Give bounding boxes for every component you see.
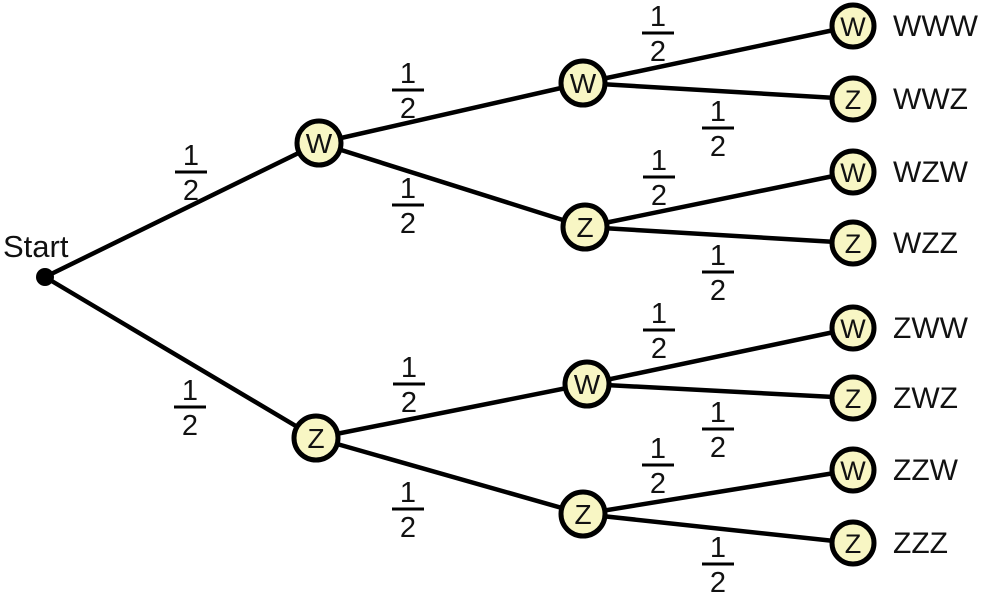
node-letter-ZWZ: Z (845, 384, 862, 414)
tree-node-WZ (560, 202, 610, 252)
tree-node-WZZ (829, 219, 877, 267)
node-letter-WZW: W (840, 158, 866, 188)
branch-line-Z-ZZ (313, 435, 586, 517)
probability-denominator-W-WZ: 2 (400, 208, 416, 240)
tree-node-Z (291, 413, 341, 463)
probability-denominator-W-WW: 2 (400, 93, 416, 125)
branch-line-WW-WWZ (580, 80, 856, 102)
outcome-label-WWW: WWW (893, 10, 979, 43)
probability-denominator-WW-WWW: 2 (650, 36, 666, 68)
tree-node-WWW (829, 2, 877, 50)
probability-denominator-ZW-ZWW: 2 (651, 333, 667, 365)
probability-numerator-start-W: 1 (183, 140, 199, 172)
branch-line-ZW-ZWW (584, 325, 856, 387)
probability-denominator-ZZ-ZZW: 2 (650, 468, 666, 500)
outcome-label-ZWW: ZWW (893, 312, 969, 345)
node-letter-ZZW: W (840, 456, 866, 486)
probability-numerator-W-WW: 1 (400, 58, 416, 90)
tree-node-ZWZ (829, 374, 877, 422)
probability-numerator-WZ-WZW: 1 (651, 145, 667, 177)
probability-numerator-WZ-WZZ: 1 (710, 240, 726, 272)
branch-line-ZZ-ZZW (580, 467, 856, 517)
probability-denominator-ZW-ZWZ: 2 (710, 432, 726, 464)
tree-node-ZZW (829, 446, 877, 494)
branch-line-start-W (42, 140, 322, 280)
node-letter-ZZZ: Z (845, 529, 862, 559)
probability-numerator-W-WZ: 1 (400, 173, 416, 205)
start-node-dot (36, 268, 54, 286)
outcome-label-WWZ: WWZ (893, 83, 968, 116)
node-letter-WWZ: Z (845, 85, 862, 115)
tree-node-ZZ (558, 489, 608, 539)
start-label: Start (3, 229, 69, 264)
branch-line-ZW-ZWZ (584, 381, 856, 401)
tree-node-ZWW (829, 304, 877, 352)
probability-denominator-Z-ZW: 2 (401, 387, 417, 419)
branch-line-ZZ-ZZZ (580, 511, 856, 546)
probability-numerator-ZZ-ZZZ: 1 (710, 532, 726, 564)
tree-node-ZZZ (829, 519, 877, 567)
branch-line-WZ-WZZ (582, 224, 856, 246)
node-letter-WW: W (570, 68, 597, 99)
probability-denominator-start-Z: 2 (182, 410, 198, 442)
node-letter-W: W (306, 128, 333, 159)
probability-numerator-Z-ZW: 1 (401, 352, 417, 384)
node-letter-ZW: W (574, 369, 601, 400)
outcome-label-WZZ: WZZ (893, 227, 958, 260)
node-letter-Z: Z (307, 423, 324, 454)
probability-numerator-ZW-ZWW: 1 (651, 298, 667, 330)
probability-denominator-WZ-WZW: 2 (651, 180, 667, 212)
probability-denominator-WZ-WZZ: 2 (710, 275, 726, 307)
probability-numerator-ZW-ZWZ: 1 (710, 397, 726, 429)
outcome-label-ZWZ: ZWZ (893, 382, 958, 415)
node-letter-ZWW: W (840, 314, 866, 344)
node-letter-ZZ: Z (574, 499, 591, 530)
probability-numerator-Z-ZZ: 1 (400, 477, 416, 509)
node-letter-WZ: Z (576, 212, 593, 243)
outcome-label-ZZW: ZZW (893, 454, 959, 487)
probability-numerator-start-Z: 1 (182, 375, 198, 407)
probability-denominator-Z-ZZ: 2 (400, 512, 416, 544)
tree-node-ZW (562, 359, 612, 409)
branch-line-Z-ZW (313, 381, 590, 441)
probability-denominator-ZZ-ZZZ: 2 (710, 567, 726, 599)
node-letter-WWW: W (840, 12, 866, 42)
branch-line-W-WZ (316, 140, 588, 230)
tree-node-WZW (829, 148, 877, 196)
probability-denominator-WW-WWZ: 2 (710, 131, 726, 163)
probability-numerator-ZZ-ZZW: 1 (650, 433, 666, 465)
probability-numerator-WW-WWZ: 1 (710, 96, 726, 128)
node-letter-WZZ: Z (845, 229, 862, 259)
branch-line-WZ-WZW (582, 169, 856, 230)
outcome-label-ZZZ: ZZZ (893, 527, 948, 560)
branch-line-WW-WWW (580, 23, 856, 86)
outcome-label-WZW: WZW (893, 156, 969, 189)
branch-line-start-Z (42, 274, 319, 441)
tree-node-WWZ (829, 75, 877, 123)
tree-node-WW (558, 58, 608, 108)
probability-numerator-WW-WWW: 1 (650, 1, 666, 33)
branch-line-W-WW (316, 80, 586, 146)
probability-denominator-start-W: 2 (183, 175, 199, 207)
tree-node-W (294, 118, 344, 168)
